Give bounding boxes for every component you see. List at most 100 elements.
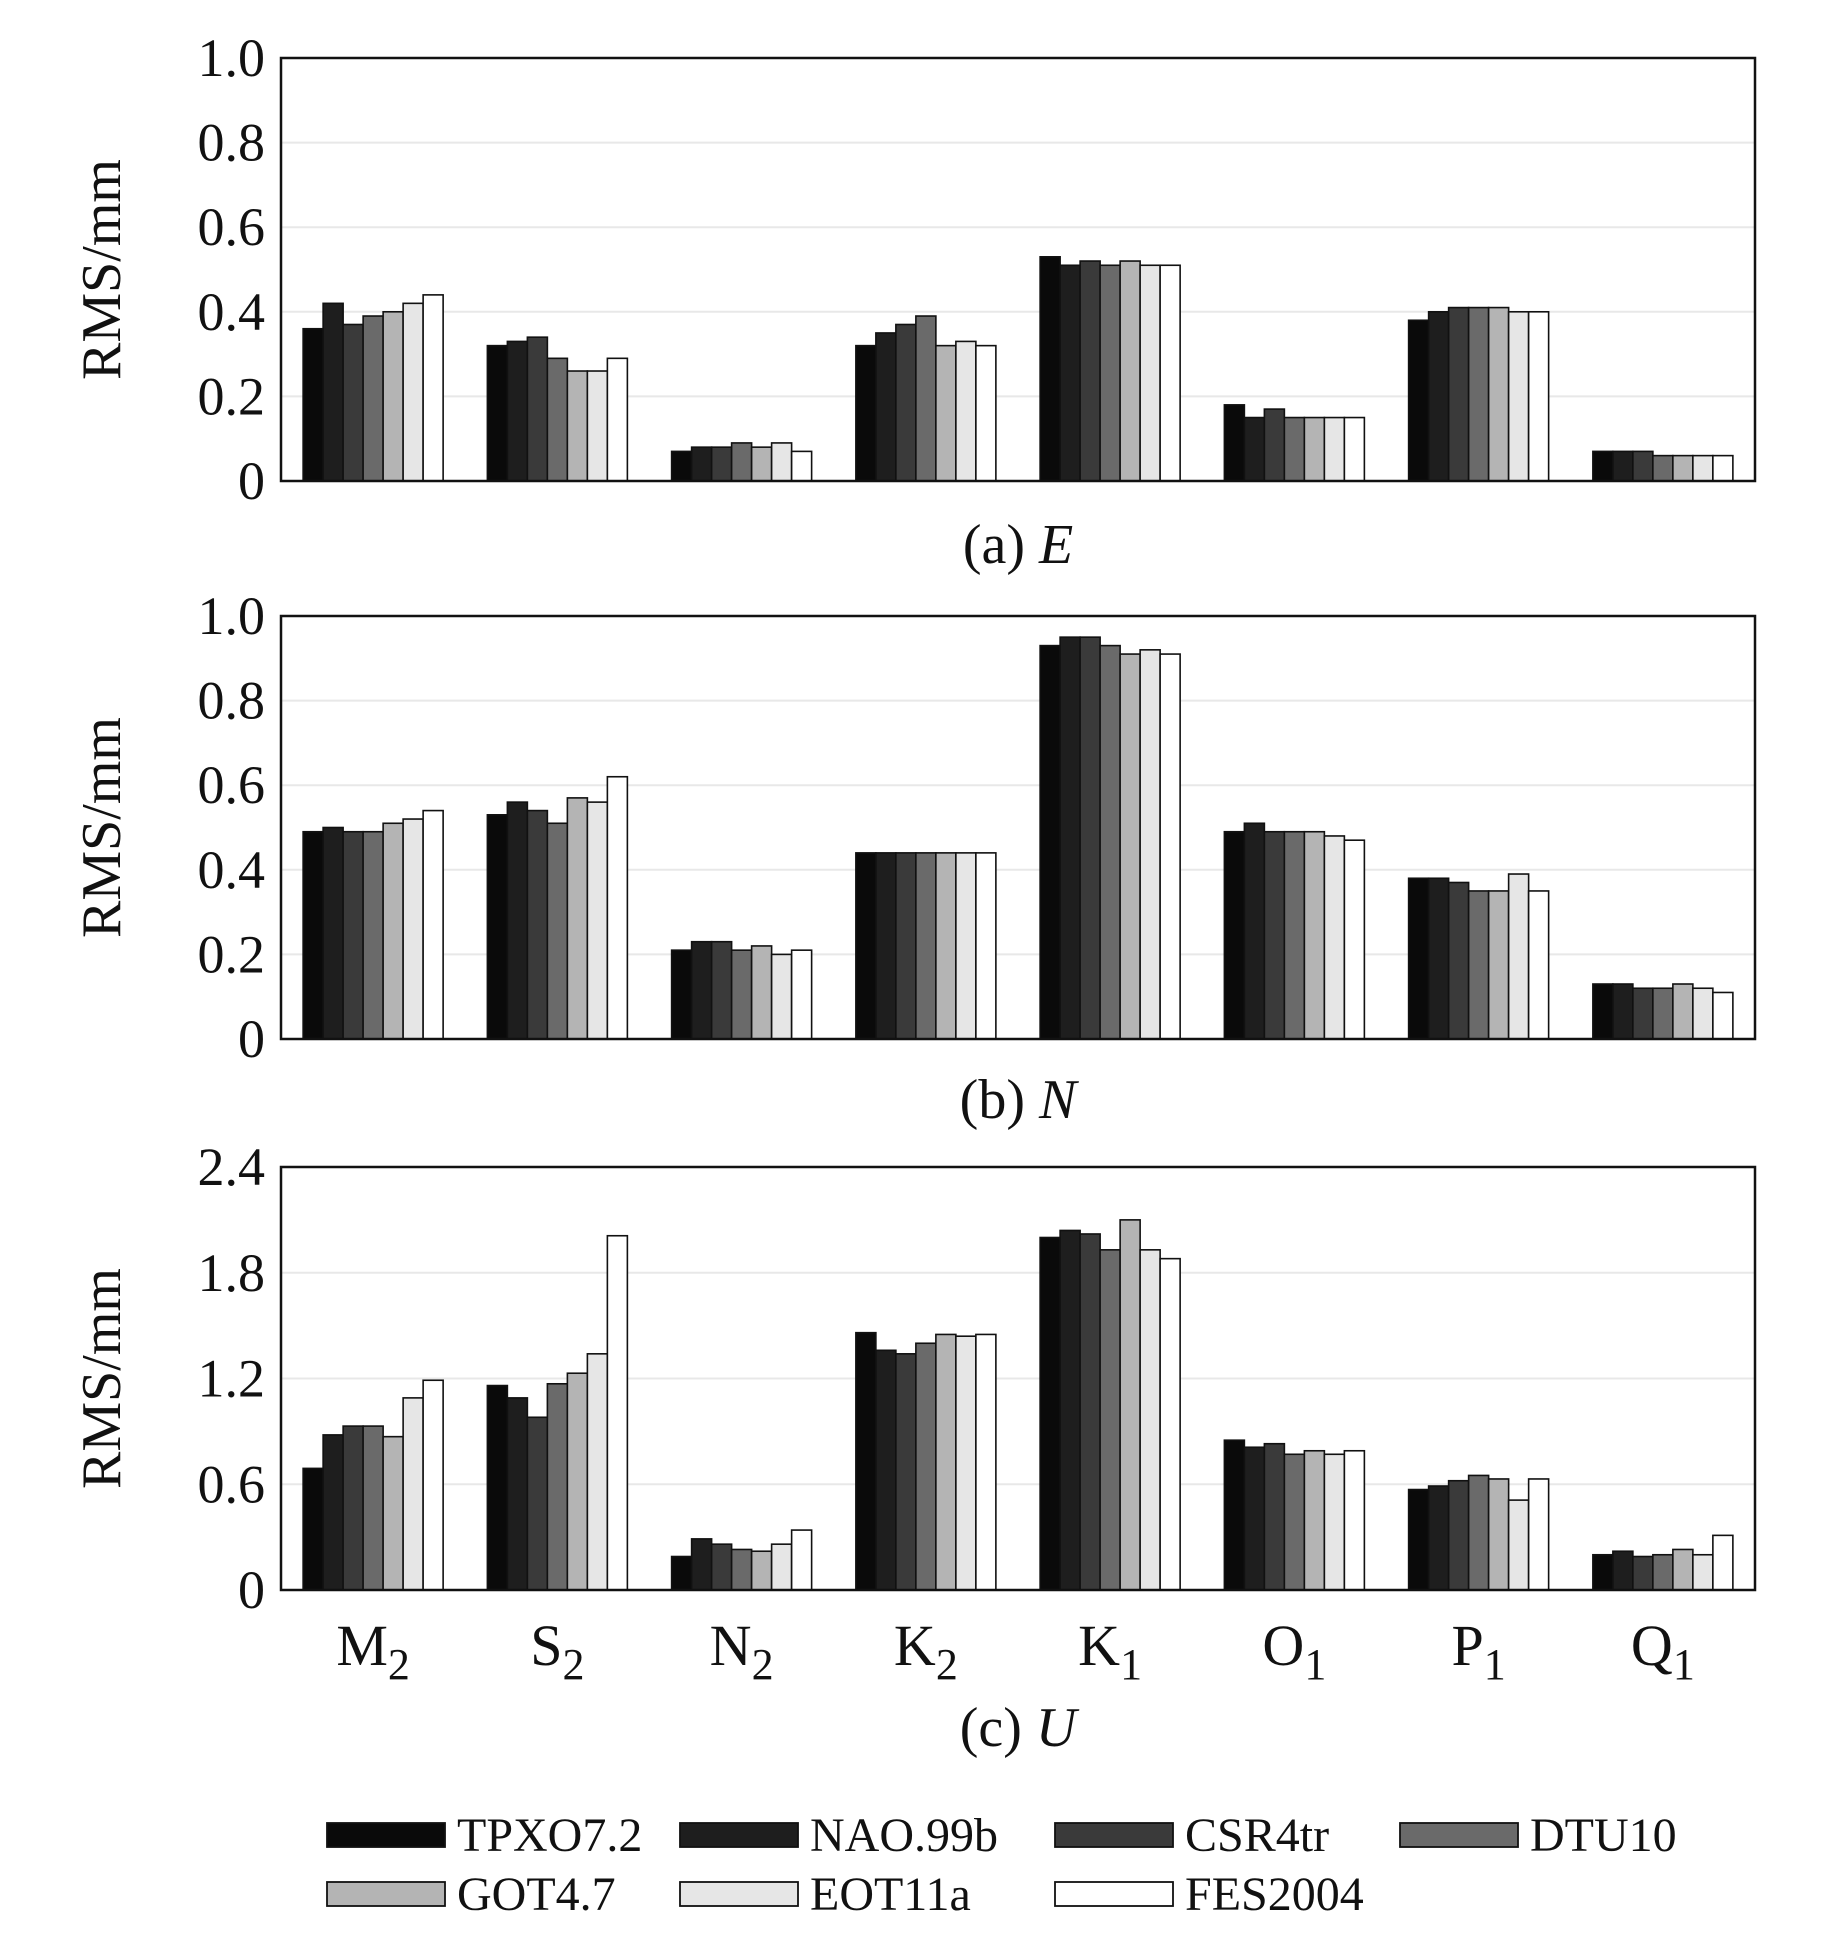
bar <box>955 340 977 482</box>
caption-prefix: (c) <box>960 1697 1036 1759</box>
bar <box>875 332 897 482</box>
y-axis-label: RMS/mm <box>71 159 133 380</box>
bar <box>855 852 877 1040</box>
x-tick-label: K1 <box>1078 1613 1142 1689</box>
legend-item: FES2004 <box>1054 1868 1364 1921</box>
y-tick-label: 1.0 <box>198 586 266 646</box>
bar <box>1447 881 1470 1040</box>
bar <box>546 1382 569 1591</box>
bar <box>1407 1488 1430 1591</box>
bar <box>1283 416 1306 482</box>
legend-swatch <box>679 1881 799 1907</box>
legend-label: DTU10 <box>1530 1809 1677 1862</box>
y-tick-label: 1.8 <box>198 1243 266 1303</box>
bar <box>506 340 529 482</box>
bar <box>1303 416 1326 482</box>
bar <box>975 852 997 1040</box>
bar <box>1303 830 1326 1040</box>
bar <box>1159 264 1181 482</box>
bar <box>670 1555 693 1591</box>
bar <box>1407 877 1430 1040</box>
bar <box>322 1434 344 1591</box>
bar <box>710 446 733 482</box>
bar <box>566 1372 589 1591</box>
bar <box>506 1397 529 1591</box>
bar <box>1612 450 1634 482</box>
legend-label: NAO.99b <box>810 1809 998 1862</box>
y-tick-label: 0.6 <box>198 197 266 257</box>
bar <box>382 1435 404 1591</box>
bar <box>895 852 917 1040</box>
bar <box>790 1529 813 1591</box>
chart-panels: 0 0.2 0.4 0.6 0.8 1.0 RMS/mm (a) E 0 0.2 0.4 0.6 0.8… <box>71 28 1757 1759</box>
bar <box>302 1467 324 1591</box>
legend: TPXO7.2 NAO.99b CSR4tr DTU10 GOT4.7 EOT11a FES… <box>326 1809 1677 1921</box>
bar <box>1712 454 1734 482</box>
bar <box>586 1353 609 1591</box>
bar <box>1283 1453 1306 1591</box>
bar <box>342 323 364 482</box>
x-tick-label: P1 <box>1451 1613 1505 1689</box>
y-tick-label: 2.4 <box>198 1137 266 1197</box>
legend-swatch <box>1054 1881 1174 1907</box>
caption-variable: E <box>1038 514 1073 576</box>
bar <box>730 442 753 482</box>
bar <box>975 344 997 482</box>
bar <box>690 1538 713 1591</box>
caption-variable: N <box>1038 1069 1079 1131</box>
bar <box>895 1353 917 1591</box>
x-axis-labels: M2 S2 N2 K2 K1 O1 P1 Q1 <box>336 1613 1694 1689</box>
bar <box>750 1550 773 1591</box>
y-axis-label: RMS/mm <box>71 1268 133 1489</box>
bar <box>1119 260 1141 482</box>
bar <box>670 450 693 482</box>
bar <box>1632 987 1654 1040</box>
legend-label: GOT4.7 <box>457 1868 616 1921</box>
chart-panel-2: 0 0.2 0.4 0.6 0.8 1.0 RMS/mm (b) N <box>71 586 1757 1131</box>
y-axis-label: RMS/mm <box>71 717 133 938</box>
bar <box>566 797 589 1040</box>
bar <box>586 370 609 482</box>
bar <box>402 302 424 482</box>
bar <box>1263 830 1286 1040</box>
bar <box>1139 264 1161 482</box>
bar <box>486 814 509 1040</box>
bar <box>342 830 364 1040</box>
bar <box>855 344 877 482</box>
bar <box>402 1397 424 1591</box>
bar <box>955 1335 977 1591</box>
bar <box>526 1416 549 1591</box>
bar <box>1059 1229 1081 1591</box>
bar <box>1119 653 1141 1040</box>
bar <box>915 852 937 1040</box>
legend-item: EOT11a <box>679 1868 971 1921</box>
plot-frame <box>279 56 1757 483</box>
bar <box>1527 890 1550 1040</box>
bar <box>302 327 324 482</box>
bar <box>875 852 897 1040</box>
caption-prefix: (a) <box>963 514 1039 576</box>
bar <box>1283 830 1306 1040</box>
y-tick-label: 0 <box>238 451 265 511</box>
bar <box>382 822 404 1040</box>
chart-panel-3: 0 0.6 1.2 1.8 2.4 RMS/mm (c) U <box>71 1137 1757 1759</box>
bar <box>322 302 344 482</box>
x-tick-label: M2 <box>336 1613 410 1689</box>
bar <box>1223 404 1246 482</box>
bar <box>606 357 629 482</box>
bar <box>1159 653 1181 1040</box>
bar <box>1712 1534 1734 1591</box>
bar <box>770 1543 793 1591</box>
bar <box>1652 1553 1674 1591</box>
bar <box>1507 310 1530 482</box>
bar <box>1427 310 1450 482</box>
y-tick-label: 0.4 <box>198 282 266 342</box>
bar <box>1527 1478 1550 1591</box>
y-tick-label: 0 <box>238 1560 265 1620</box>
x-tick-label: N2 <box>710 1613 774 1689</box>
bar <box>750 945 773 1040</box>
bar <box>935 852 957 1040</box>
bar <box>302 830 324 1040</box>
bar <box>1223 830 1246 1040</box>
